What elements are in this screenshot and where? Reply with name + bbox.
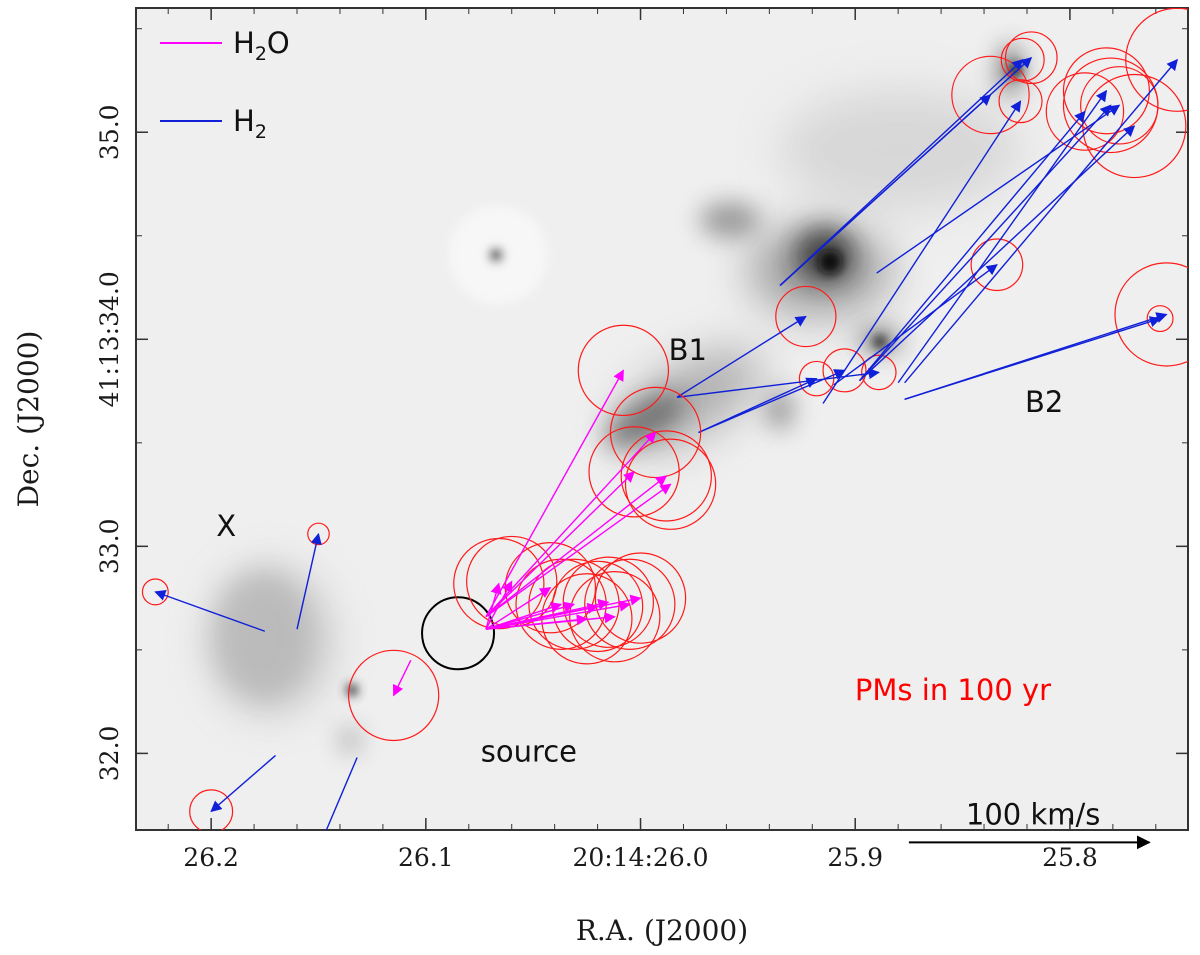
h2-pm-arrow bbox=[897, 89, 1108, 384]
h2-pm-error-circle bbox=[308, 838, 329, 859]
h2-pm-arrow bbox=[676, 315, 807, 398]
h2-pm-error-circle bbox=[1114, 262, 1188, 367]
h2o-pm-arrow bbox=[393, 659, 412, 697]
h2-pm-error-circle bbox=[1062, 57, 1159, 154]
h2o-pm-error-circle bbox=[594, 552, 687, 644]
h2-pm-arrow bbox=[904, 58, 1178, 384]
legend-h2o-label: H2O bbox=[233, 26, 290, 65]
h2-pm-error-circle bbox=[1045, 72, 1125, 151]
x-tick-label: 25.8 bbox=[1042, 843, 1098, 872]
h2-pm-arrow bbox=[210, 754, 277, 813]
h2-pm-error-circle bbox=[951, 55, 1030, 135]
h2o-pm-arrow bbox=[485, 431, 657, 618]
y-tick-label: 41:13:34.0 bbox=[95, 271, 124, 407]
region-label-source: source bbox=[481, 735, 577, 769]
h2-pm-arrow bbox=[822, 100, 1022, 404]
y-tick-label: 35.0 bbox=[95, 104, 124, 160]
h2-pm-arrow bbox=[779, 94, 992, 286]
h2-pm-error-circle bbox=[1082, 73, 1187, 179]
source-circle bbox=[421, 596, 496, 671]
h2-pm-error-circle bbox=[998, 79, 1043, 124]
h2o-pm-arrow bbox=[485, 369, 624, 618]
h2-pm-error-circle bbox=[970, 238, 1024, 292]
h2o-pm-error-circle bbox=[569, 571, 661, 663]
h2o-pm-arrow bbox=[485, 471, 635, 618]
h2-pm-error-circle bbox=[189, 789, 234, 830]
data-layer bbox=[141, 8, 1188, 859]
h2o-pm-error-circle bbox=[541, 573, 633, 665]
legend-h2-label: H2 bbox=[233, 104, 267, 143]
legend-h2o-main: H bbox=[233, 26, 255, 60]
h2o-pm-arrow bbox=[485, 483, 672, 618]
h2-pm-error-circle bbox=[861, 354, 897, 391]
region-label-x: X bbox=[216, 509, 236, 543]
h2o-pm-arrow bbox=[485, 601, 576, 630]
h2-pm-arrow bbox=[859, 125, 1136, 382]
x-tick-label: 20:14:26.0 bbox=[572, 843, 708, 872]
legend-h2-sub: 2 bbox=[255, 121, 267, 143]
tick-labels: 26.2 26.1 20:14:26.0 25.9 25.8 32.0 33.0 41:13:… bbox=[95, 104, 1098, 872]
h2-pm-error-circle bbox=[1125, 8, 1188, 112]
y-axis-title: Dec. (J2000) bbox=[12, 331, 45, 508]
scale-bar-label: 100 km/s bbox=[966, 797, 1101, 831]
h2-pm-arrow bbox=[904, 316, 1162, 400]
h2-pm-arrow bbox=[876, 104, 1121, 274]
h2-pm-arrow bbox=[154, 590, 266, 632]
x-axis-title: R.A. (J2000) bbox=[576, 914, 748, 947]
h2-pm-arrow bbox=[833, 264, 998, 386]
plot-frame bbox=[135, 7, 1189, 831]
h2-pm-error-circle bbox=[1000, 37, 1045, 82]
h2o-pm-error-circle bbox=[624, 438, 717, 530]
scale-bar: 100 km/s bbox=[908, 797, 1151, 850]
h2o-pm-error-circle bbox=[347, 649, 440, 742]
legend: H2O H2 bbox=[160, 26, 290, 143]
h2o-pm-arrow bbox=[485, 580, 513, 630]
axis-ticks bbox=[136, 8, 1188, 830]
x-tick-label: 26.2 bbox=[183, 843, 239, 872]
h2-pm-arrow bbox=[325, 757, 358, 830]
legend-h2o-tail: O bbox=[267, 26, 290, 60]
pm-annotation: PMs in 100 yr bbox=[855, 673, 1051, 707]
h2o-pm-arrow bbox=[485, 475, 668, 618]
h2o-pm-error-circle bbox=[577, 324, 670, 417]
h2o-pm-arrow bbox=[485, 587, 552, 630]
h2-pm-error-circle bbox=[1062, 47, 1150, 135]
h2o-pm-error-circle bbox=[620, 430, 712, 522]
legend-h2o-sub: 2 bbox=[255, 43, 267, 65]
h2-pm-error-circle bbox=[141, 578, 169, 606]
y-tick-label: 33.0 bbox=[95, 519, 124, 575]
h2o-pm-error-circle bbox=[584, 558, 676, 650]
h2-pm-error-circle bbox=[822, 348, 867, 393]
h2o-pm-error-circle bbox=[588, 426, 680, 518]
region-label-b1: B1 bbox=[669, 333, 707, 367]
h2-pm-error-circle bbox=[775, 285, 837, 348]
h2-pm-arrow bbox=[858, 110, 1086, 382]
h2-pm-error-circle bbox=[1004, 31, 1058, 85]
h2o-pm-arrow bbox=[485, 612, 616, 630]
x-tick-label: 26.1 bbox=[398, 843, 454, 872]
x-tick-label: 25.9 bbox=[827, 843, 883, 872]
h2o-pm-arrow bbox=[485, 594, 642, 630]
legend-h2-main: H bbox=[233, 104, 255, 138]
h2-pm-error-circle bbox=[1146, 305, 1174, 333]
y-tick-label: 32.0 bbox=[95, 726, 124, 782]
region-label-b2: B2 bbox=[1025, 385, 1063, 419]
h2-pm-arrow bbox=[698, 369, 846, 434]
nebulosity bbox=[212, 45, 1022, 752]
h2-pm-arrow bbox=[296, 532, 322, 630]
